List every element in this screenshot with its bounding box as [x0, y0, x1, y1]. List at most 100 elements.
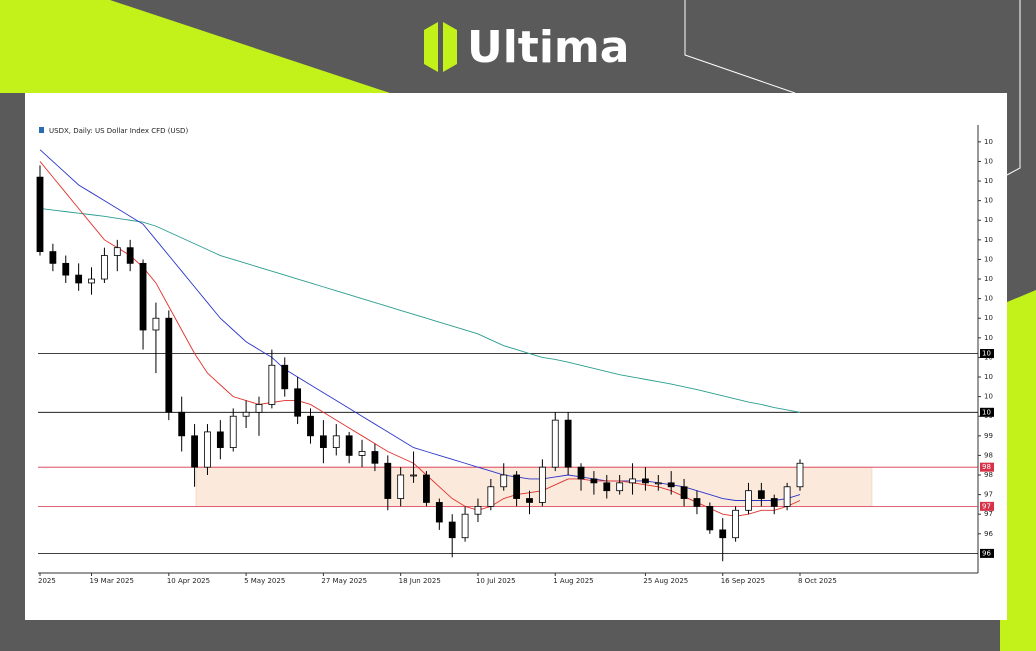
logo-icon: [443, 22, 457, 72]
y-tick-label: 10: [984, 255, 993, 263]
candle-body: [500, 474, 508, 488]
candle-body: [577, 466, 585, 480]
candle-body: [590, 478, 598, 484]
deco-line: [1006, 0, 1021, 176]
candle-body: [474, 505, 482, 515]
candle-body: [101, 255, 108, 280]
moving-average: [39, 208, 801, 413]
chart-panel: [25, 93, 1007, 620]
candle-body: [139, 262, 147, 331]
x-tick-label: 19 Mar 2025: [90, 577, 134, 585]
candle-body: [693, 498, 701, 507]
candle-body: [36, 176, 44, 253]
candle-body: [358, 451, 366, 456]
candle-body: [178, 411, 186, 437]
candle-body: [88, 278, 95, 284]
candle-body: [745, 490, 752, 511]
candle-body: [706, 505, 714, 531]
candle-body: [564, 419, 572, 468]
y-tick-label: 10: [984, 236, 993, 244]
candle-body: [62, 262, 70, 276]
candle-body: [487, 486, 495, 507]
brand: Ultima: [467, 22, 629, 73]
x-tick-label: 10 Apr 2025: [167, 577, 210, 585]
candle-body: [281, 364, 289, 390]
candle-body: [126, 247, 134, 264]
accent: [0, 0, 390, 93]
candle-body: [448, 521, 456, 539]
x-tick-label: 2025: [38, 577, 56, 585]
candle-body: [307, 415, 314, 437]
candle-body: [680, 486, 688, 499]
candle-body: [397, 474, 405, 499]
deco-line: [684, 0, 796, 94]
y-tick-label: 10: [984, 295, 993, 303]
level-tag: [980, 462, 994, 472]
candle-body: [461, 513, 469, 539]
y-tick-label: 98: [984, 471, 993, 479]
chart-title: USDX, Daily: US Dollar Index CFD (USD): [49, 127, 188, 135]
candle-body: [268, 364, 276, 405]
candle-body: [165, 317, 173, 413]
y-tick-label: 10: [984, 138, 993, 146]
y-tick-label: 10: [984, 275, 993, 283]
candle-body: [229, 415, 237, 448]
y-tick-label: 10: [984, 373, 993, 381]
candle-body: [204, 431, 211, 468]
candle-body: [642, 478, 649, 484]
x-tick-label: 27 May 2025: [321, 577, 367, 585]
level-label: 98: [982, 463, 991, 471]
x-tick-label: 8 Oct 2025: [798, 577, 837, 585]
x-tick-label: 16 Sep 2025: [721, 577, 765, 585]
y-tick-label: 10: [984, 157, 993, 165]
level-label: 10: [982, 350, 991, 358]
candle-body: [49, 251, 57, 264]
candle-body: [113, 247, 121, 256]
y-tick-label: 10: [984, 393, 993, 401]
x-tick-label: 25 Aug 2025: [643, 577, 688, 585]
x-tick-label: 18 Jun 2025: [399, 577, 441, 585]
y-tick-label: 98: [984, 451, 993, 459]
title-icon: [39, 127, 44, 133]
candle-body: [757, 490, 765, 499]
candle-body: [216, 431, 224, 448]
candle-body: [384, 462, 392, 499]
candle-body: [435, 502, 443, 523]
y-tick-label: 97: [984, 510, 993, 518]
candle-body: [603, 482, 611, 492]
level-label: 96: [982, 549, 991, 557]
candle-body: [345, 435, 353, 456]
candle-body: [538, 466, 546, 503]
level-label: 10: [982, 408, 991, 416]
level-tag: [980, 349, 994, 359]
candle-body: [191, 435, 198, 468]
x-tick-label: 5 May 2025: [244, 577, 285, 585]
candle-body: [423, 474, 430, 503]
candle-body: [152, 317, 160, 331]
candle-body: [75, 274, 83, 284]
moving-average: [39, 161, 801, 517]
candle-body: [783, 486, 791, 507]
y-tick-label: 96: [984, 530, 993, 538]
candle-body: [242, 411, 250, 417]
candle-body: [770, 498, 778, 507]
y-tick-label: 99: [984, 432, 993, 440]
y-tick-label: 10: [984, 334, 993, 342]
candle-body: [616, 482, 624, 492]
candle-body: [719, 529, 727, 539]
y-tick-label: 10: [984, 216, 993, 224]
y-tick-label: 10: [984, 197, 993, 205]
candle-body: [410, 474, 417, 477]
candle-body: [319, 435, 327, 448]
candle-body: [513, 474, 521, 499]
y-tick-label: 97: [984, 491, 993, 499]
y-tick-label: 10: [984, 314, 993, 322]
x-tick-label: 1 Aug 2025: [553, 577, 593, 585]
y-tick-label: 10: [984, 177, 993, 185]
x-tick-label: 10 Jul 2025: [476, 577, 516, 585]
candle-body: [332, 435, 340, 448]
level-tag: [980, 548, 994, 558]
candle-body: [629, 478, 636, 484]
